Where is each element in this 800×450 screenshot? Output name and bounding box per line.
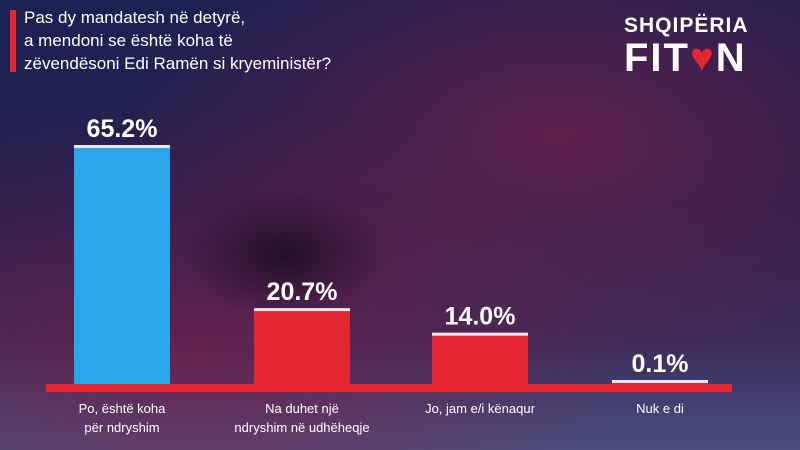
category-label-0: Po, është koha për ndryshim (37, 399, 207, 437)
category-label-1-line-0: Na duhet një (265, 401, 339, 416)
category-label-1: Na duhet një ndryshim në udhëheqje (217, 399, 387, 437)
category-label-1-line-1: ndryshim në udhëheqje (234, 420, 370, 435)
bar-cap-2 (432, 332, 528, 336)
logo-fit: FIT (624, 36, 690, 80)
value-label-1: 20.7% (267, 278, 338, 306)
value-label-3: 0.1% (632, 350, 689, 378)
heart-icon: ♥ (689, 36, 716, 80)
bar-1 (254, 308, 350, 384)
category-label-3: Nuk e di (575, 399, 745, 418)
bar-cap-1 (254, 308, 350, 312)
bar-0 (74, 145, 170, 384)
logo-line-2: FIT♥N (624, 38, 784, 78)
category-label-2: Jo, jam e/i kënaqur (395, 399, 565, 418)
logo-n: N (715, 36, 747, 80)
category-label-2-line-0: Jo, jam e/i kënaqur (425, 401, 535, 416)
bar-2 (432, 332, 528, 384)
question-line-1: Pas dy mandatesh në detyrë, (24, 8, 246, 27)
bar-cap-0 (74, 145, 170, 148)
bar-cap-3 (612, 380, 708, 383)
category-label-0-line-0: Po, është koha (78, 401, 166, 416)
value-label-0: 65.2% (87, 115, 158, 143)
category-label-0-line-1: për ndryshim (84, 420, 160, 435)
x-axis-line (46, 384, 732, 392)
question-line-2: a mendoni se është koha të (24, 31, 233, 50)
value-label-2: 14.0% (445, 303, 516, 331)
question-line-3: zëvendësoni Edi Ramën si kryeministër? (24, 54, 332, 73)
poll-question: Pas dy mandatesh në detyrë, a mendoni se… (24, 6, 494, 75)
category-label-3-line-0: Nuk e di (636, 401, 684, 416)
logo-line-1: SHQIPËRIA (624, 14, 749, 37)
title-accent-bar (10, 10, 16, 72)
brand-logo: SHQIPËRIA FIT♥N (624, 14, 784, 78)
flag-eagle-shadow (180, 190, 390, 320)
